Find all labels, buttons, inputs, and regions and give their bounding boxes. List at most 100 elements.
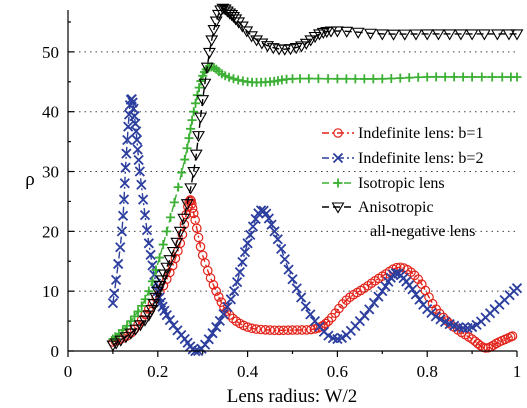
data-point bbox=[373, 291, 384, 302]
data-point bbox=[216, 297, 227, 307]
data-point bbox=[110, 274, 122, 286]
data-point bbox=[377, 74, 387, 84]
data-point bbox=[139, 210, 151, 221]
data-point bbox=[193, 232, 204, 243]
data-point bbox=[245, 229, 256, 241]
data-point bbox=[131, 134, 143, 146]
data-point bbox=[375, 29, 389, 41]
series-4 bbox=[106, 3, 524, 352]
data-point bbox=[220, 6, 234, 18]
data-point bbox=[131, 126, 142, 137]
data-point bbox=[133, 320, 147, 332]
data-point bbox=[121, 148, 132, 159]
data-point bbox=[299, 38, 313, 50]
data-point bbox=[106, 340, 120, 352]
data-point bbox=[247, 323, 257, 334]
legend-item-3: Isotropic lens bbox=[322, 175, 445, 192]
data-point bbox=[331, 202, 345, 214]
data-point bbox=[313, 74, 323, 84]
data-point bbox=[214, 315, 225, 326]
data-point bbox=[272, 234, 283, 245]
data-point bbox=[398, 29, 412, 41]
data-point bbox=[169, 197, 179, 207]
data-point bbox=[191, 98, 201, 108]
data-point bbox=[507, 331, 518, 341]
y-tick-label: 50 bbox=[42, 43, 59, 62]
data-point bbox=[256, 324, 266, 335]
data-point bbox=[188, 208, 199, 219]
data-point bbox=[133, 154, 144, 166]
y-tick-label: 0 bbox=[51, 342, 60, 361]
data-point bbox=[502, 29, 516, 41]
data-point bbox=[137, 194, 149, 205]
data-point bbox=[422, 72, 432, 82]
data-point bbox=[363, 28, 377, 40]
data-point bbox=[232, 17, 246, 29]
tick-marks: 0 10 20 30 40 50 0 0.2 0.4 0.6 0.8 1 bbox=[42, 21, 522, 381]
data-point bbox=[333, 128, 343, 138]
data-point bbox=[297, 325, 307, 335]
data-point bbox=[119, 332, 133, 344]
data-point bbox=[205, 35, 219, 47]
data-point bbox=[458, 72, 468, 82]
data-point bbox=[173, 182, 183, 192]
data-point bbox=[225, 294, 236, 305]
data-point bbox=[300, 301, 311, 312]
data-point bbox=[245, 31, 259, 43]
data-point bbox=[227, 11, 241, 24]
data-point bbox=[237, 256, 248, 268]
data-point bbox=[213, 292, 224, 302]
data-point bbox=[218, 4, 232, 16]
data-point bbox=[386, 74, 396, 84]
data-point bbox=[231, 276, 243, 288]
x-tick-label: 0.6 bbox=[327, 362, 348, 381]
data-point bbox=[260, 324, 271, 335]
legend-item-4: Anisotropic all-negative lens bbox=[322, 199, 475, 240]
data-point bbox=[109, 338, 123, 350]
data-point bbox=[295, 41, 308, 53]
legend-label: Indefinite lens: b=1 bbox=[358, 125, 483, 142]
data-point bbox=[291, 283, 302, 294]
data-point bbox=[332, 152, 344, 164]
data-point bbox=[196, 95, 210, 107]
y-tick-label: 30 bbox=[42, 163, 59, 182]
data-point bbox=[177, 168, 187, 178]
data-point bbox=[413, 72, 423, 82]
data-point bbox=[292, 325, 302, 335]
x-tick-label: 0.2 bbox=[147, 362, 168, 381]
data-point bbox=[276, 243, 287, 254]
data-point bbox=[312, 29, 326, 41]
data-point bbox=[126, 316, 136, 326]
data-point bbox=[119, 178, 130, 189]
x-tick-label: 0.4 bbox=[237, 362, 259, 381]
data-point bbox=[490, 29, 504, 41]
data-point bbox=[207, 328, 218, 339]
legend-label: Anisotropic all-negative lens bbox=[358, 199, 475, 240]
data-point bbox=[287, 274, 298, 285]
data-point bbox=[163, 255, 177, 267]
data-point bbox=[109, 288, 120, 299]
data-point bbox=[261, 208, 272, 219]
data-point bbox=[194, 112, 208, 124]
data-point bbox=[457, 322, 469, 334]
data-point bbox=[477, 72, 487, 82]
data-point bbox=[255, 38, 269, 50]
data-point bbox=[166, 212, 176, 222]
data-point bbox=[247, 221, 259, 232]
data-point bbox=[467, 72, 477, 82]
data-point bbox=[218, 309, 229, 320]
data-point bbox=[364, 304, 375, 315]
data-point bbox=[443, 29, 457, 41]
x-tick-label: 1 bbox=[513, 362, 522, 381]
data-point bbox=[132, 144, 143, 155]
data-point bbox=[414, 294, 425, 305]
data-point bbox=[332, 74, 342, 84]
data-point bbox=[407, 284, 418, 295]
data-point bbox=[511, 283, 523, 294]
data-point bbox=[136, 179, 147, 190]
data-point bbox=[187, 115, 197, 125]
data-point bbox=[387, 29, 400, 41]
data-point bbox=[324, 26, 338, 38]
series-3 bbox=[108, 62, 522, 344]
